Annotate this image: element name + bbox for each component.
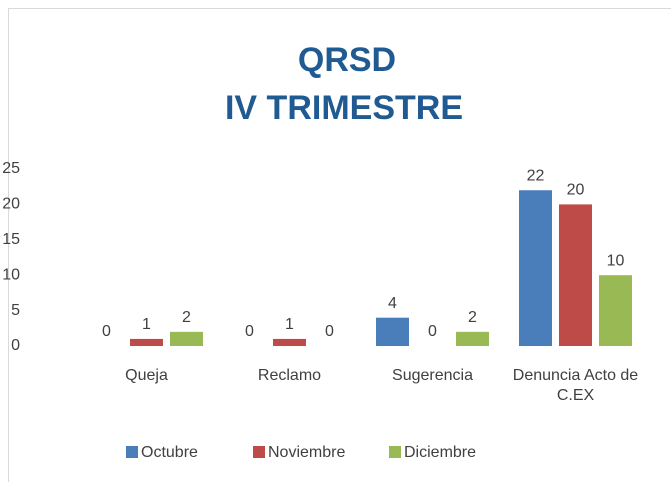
x-tick-label: Denuncia Acto de C.EX <box>512 367 639 404</box>
x-tick-label: Sugerencia <box>392 367 473 384</box>
chart-border <box>8 8 671 482</box>
bar <box>599 275 632 346</box>
y-tick-label: 0 <box>11 337 20 354</box>
data-label: 2 <box>468 309 477 326</box>
bar <box>559 204 592 346</box>
chart-title: QRSD <box>298 41 396 79</box>
data-label: 0 <box>245 323 254 340</box>
data-label: 10 <box>607 252 625 269</box>
data-label: 22 <box>527 167 545 184</box>
data-label: 1 <box>285 316 294 333</box>
bar <box>130 338 163 346</box>
data-label: 0 <box>102 323 111 340</box>
data-label: 0 <box>325 323 334 340</box>
y-tick-label: 10 <box>2 266 20 283</box>
data-label: 1 <box>142 316 151 333</box>
bar <box>456 331 489 346</box>
x-tick-label: Queja <box>125 367 168 384</box>
legend-label: Noviembre <box>268 444 345 461</box>
legend-swatch <box>389 446 401 458</box>
bar <box>519 190 552 346</box>
data-label: 4 <box>388 295 397 312</box>
legend-swatch <box>253 446 265 458</box>
y-tick-label: 20 <box>2 196 20 213</box>
data-label: 2 <box>182 309 191 326</box>
y-tick-label: 25 <box>2 160 20 177</box>
legend-label: Octubre <box>141 444 198 461</box>
legend-swatch <box>126 446 138 458</box>
legend-label: Diciembre <box>404 444 476 461</box>
y-tick-label: 15 <box>2 231 20 248</box>
x-tick-label: Reclamo <box>257 367 322 384</box>
data-label: 20 <box>567 182 585 199</box>
y-tick-label: 5 <box>11 302 20 319</box>
bar <box>376 317 409 346</box>
bar <box>170 331 203 346</box>
bar <box>273 338 306 346</box>
chart-subtitle: IV TRIMESTRE <box>225 89 463 127</box>
data-label: 0 <box>428 323 437 340</box>
